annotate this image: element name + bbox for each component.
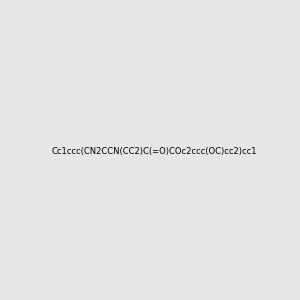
Text: Cc1ccc(CN2CCN(CC2)C(=O)COc2ccc(OC)cc2)cc1: Cc1ccc(CN2CCN(CC2)C(=O)COc2ccc(OC)cc2)cc…	[51, 147, 256, 156]
